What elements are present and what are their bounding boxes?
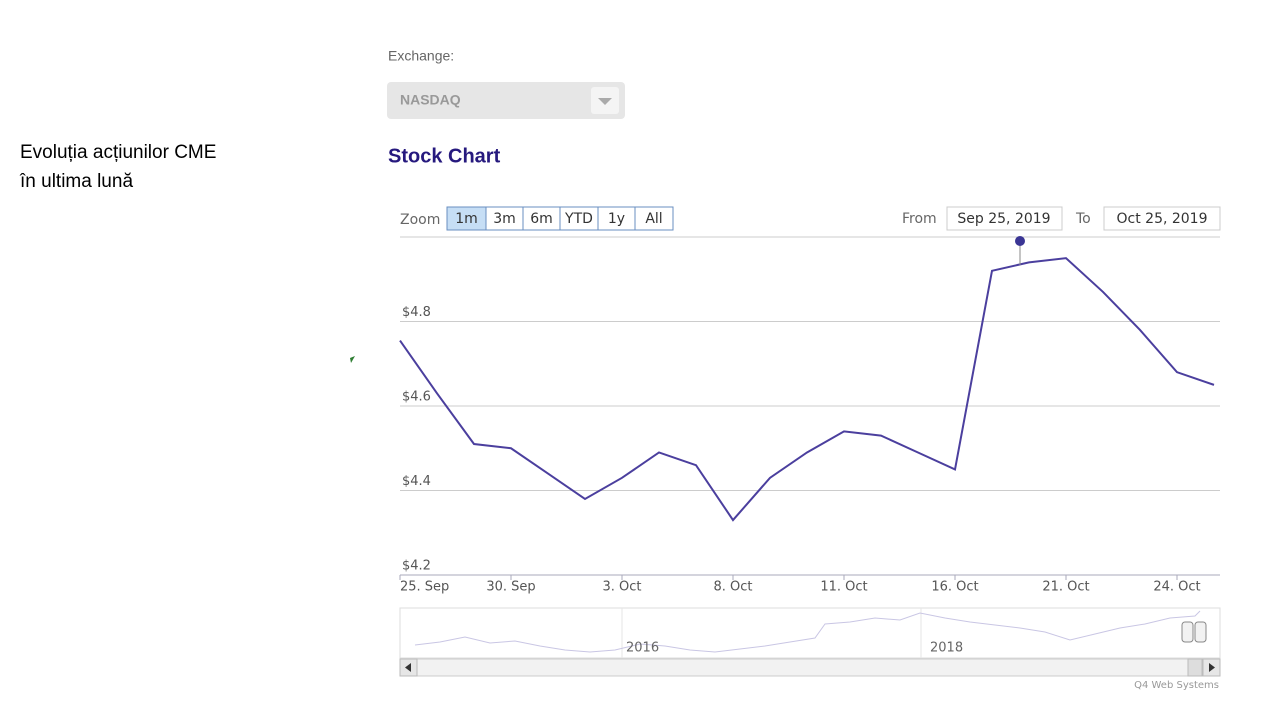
zoom-button-label: 3m (493, 211, 516, 227)
exchange-dropdown[interactable] (387, 82, 625, 119)
navigator-label: 2016 (626, 641, 659, 656)
x-tick-label: 30. Sep (486, 580, 535, 595)
x-tick-label: 16. Oct (931, 580, 978, 595)
x-tick-label: 3. Oct (602, 580, 641, 595)
zoom-button-label: 1y (608, 211, 625, 227)
zoom-button-label: 1m (455, 211, 478, 227)
event-flag[interactable] (1015, 236, 1025, 246)
exchange-label: Exchange: (388, 48, 454, 64)
scroll-thumb[interactable] (1187, 658, 1203, 677)
scroll-arrow (405, 663, 411, 672)
slide-mark (350, 356, 355, 363)
caption-line: Evoluția acțiunilor CME (20, 142, 216, 163)
x-tick-label: 21. Oct (1042, 580, 1089, 595)
to-input[interactable] (1103, 206, 1221, 231)
y-tick-label: $4.4 (402, 474, 431, 489)
scroll-arrow (1209, 663, 1215, 672)
zoom-button[interactable] (634, 206, 674, 231)
navigator-handle[interactable] (1194, 621, 1207, 643)
zoom-label: Zoom (400, 212, 440, 228)
from-label: From (902, 211, 937, 227)
price-line (399, 257, 1215, 522)
navigator-handle[interactable] (1181, 621, 1194, 643)
x-tick-label: 25. Sep (400, 580, 449, 595)
to-label: To (1075, 211, 1091, 227)
scrollbar (399, 658, 1221, 677)
navigator-series (414, 610, 1201, 653)
navigator (399, 607, 1221, 659)
from-date: Sep 25, 2019 (957, 211, 1050, 227)
x-tick-label: 8. Oct (713, 580, 752, 595)
caption-line: în ultima lună (19, 171, 133, 192)
credit: Q4 Web Systems (1134, 680, 1219, 691)
x-tick-label: 11. Oct (820, 580, 867, 595)
y-tick-label: $4.2 (402, 559, 431, 574)
exchange-value: NASDAQ (400, 92, 461, 108)
zoom-button-label: All (645, 211, 662, 227)
chart-title: Stock Chart (388, 145, 501, 167)
from-input[interactable] (946, 206, 1063, 231)
y-tick-label: $4.8 (402, 305, 431, 320)
zoom-button-label: YTD (564, 211, 593, 227)
navigator-label: 2018 (930, 641, 963, 656)
zoom-button-label: 6m (530, 211, 553, 227)
dropdown-arrow (598, 98, 612, 105)
to-date: Oct 25, 2019 (1117, 211, 1208, 227)
y-tick-label: $4.6 (402, 390, 431, 405)
x-tick-label: 24. Oct (1153, 580, 1200, 595)
